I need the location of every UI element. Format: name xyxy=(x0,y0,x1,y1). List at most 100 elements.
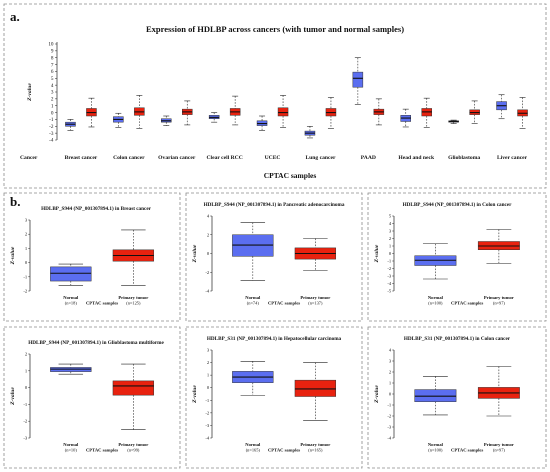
chart-b6: HDLBP_S31 (NP_001307894.1) in Colon canc… xyxy=(374,335,520,453)
chart-b3-group-count: (n=97) xyxy=(493,301,506,306)
chart-b3-y-tick-label: -5 xyxy=(387,289,392,294)
chart-b3: HDLBP_S944 (NP_001307894.1) in Colon can… xyxy=(374,201,520,306)
chart-b5-y-tick-label: -2 xyxy=(205,410,210,415)
chart-b3-y-tick-label: 1 xyxy=(389,244,392,249)
chart-b1-y-tick-label: 2 xyxy=(25,232,28,237)
chart-a-normal-6-box xyxy=(352,71,364,88)
chart-b6-y-tick-label: 4 xyxy=(389,348,392,353)
chart-b6-y-tick-label: -4 xyxy=(387,436,392,441)
chart-a-y-tick-label: -2 xyxy=(49,124,54,130)
chart-b3-group-label: Primary tumor xyxy=(484,295,514,300)
chart-a-y-tick-label: -4 xyxy=(49,138,54,144)
chart-b5-title: HDLBP_S31 (NP_001307894.1) in Hepatocell… xyxy=(207,335,342,342)
panel-b1-frame xyxy=(3,192,181,322)
chart-b4-y-tick-label: -3 xyxy=(23,436,28,441)
chart-b6-y-tick-label: -3 xyxy=(387,425,392,430)
chart-b1-x-axis-label: CPTAC samples xyxy=(86,301,118,306)
chart-a-y-tick-label: 3 xyxy=(51,90,54,96)
chart-b4-y-axis-label: Z-value xyxy=(10,387,16,406)
chart-b2-group-label: Normal xyxy=(245,295,261,300)
chart-b6-y-tick-label: -2 xyxy=(387,414,392,419)
chart-b6-x-axis-label: CPTAC samples xyxy=(451,448,483,453)
chart-a-y-tick-label: 7 xyxy=(51,62,54,68)
chart-b4-tumor-box xyxy=(112,380,155,396)
chart-b6-group-count: (n=100) xyxy=(428,448,443,453)
chart-b6-normal-box xyxy=(414,389,457,402)
chart-b6-y-axis-label: Z-value xyxy=(374,385,380,404)
chart-b3-group-label: Normal xyxy=(428,295,444,300)
chart-b4-y-tick-label: -2 xyxy=(23,419,28,424)
chart-b6-group-label: Normal xyxy=(428,442,444,447)
panel-b2-frame xyxy=(185,192,363,322)
chart-b6-title: HDLBP_S31 (NP_001307894.1) in Colon canc… xyxy=(404,335,511,342)
panel-b3-frame xyxy=(367,192,547,322)
chart-b1-y-tick-label: 1 xyxy=(25,246,28,251)
panel-b6-frame xyxy=(367,326,547,469)
chart-a-y-tick-label: 5 xyxy=(51,76,54,82)
chart-a-y-tick-label: -1 xyxy=(49,117,54,123)
chart-b5-y-tick-label: -1 xyxy=(205,398,210,403)
chart-b2-group-label: Primary tumor xyxy=(300,295,330,300)
chart-b3-y-tick-label: 0 xyxy=(389,251,392,256)
chart-a-y-axis-label: Z-value xyxy=(27,83,33,102)
chart-b1-group-count: (n=125) xyxy=(126,301,141,306)
chart-b5-y-tick-label: 1 xyxy=(207,373,210,378)
chart-b3-y-tick-label: 5 xyxy=(389,214,392,219)
chart-b5-group-label: Primary tumor xyxy=(300,442,330,447)
chart-b6-y-tick-label: 2 xyxy=(389,370,392,375)
chart-a-category-label: Lung cancer xyxy=(305,155,336,161)
chart-b1-y-tick-label: -1 xyxy=(23,274,28,279)
chart-a-category-label: Glioblastoma xyxy=(448,155,480,161)
chart-b5-y-axis-label: Z-value xyxy=(192,385,198,404)
chart-b1-y-tick-label: 3 xyxy=(25,218,28,223)
chart-a-category-label: Liver cancer xyxy=(497,155,528,161)
chart-b5-x-axis-label: CPTAC samples xyxy=(268,448,300,453)
chart-b4-x-axis-label: CPTAC samples xyxy=(86,448,118,453)
chart-b2-y-tick-label: -2 xyxy=(205,270,210,275)
chart-b6-y-tick-label: -1 xyxy=(387,403,392,408)
chart-b4-title: HDLBP_S944 (NP_001307894.1) in Glioblast… xyxy=(28,339,164,346)
chart-b3-y-tick-label: 3 xyxy=(389,229,392,234)
panel-b4-frame xyxy=(3,326,181,469)
panel-b-label: b. xyxy=(10,194,20,209)
chart-b6-y-tick-label: 1 xyxy=(389,381,392,386)
chart-a-y-tick-label: 6 xyxy=(51,69,54,75)
chart-a-y-tick-label: -3 xyxy=(49,131,54,137)
chart-b2-y-tick-label: -4 xyxy=(205,289,210,294)
chart-b1-title: HDLBP_S944 (NP_001307894.1) in Breast ca… xyxy=(41,205,152,212)
chart-b6-group-label: Primary tumor xyxy=(484,442,514,447)
chart-a-category-label: Ovarian cancer xyxy=(158,155,196,161)
chart-b1-y-axis-label: Z-value xyxy=(10,246,16,265)
chart-b1-group-count: (n=18) xyxy=(65,301,78,306)
chart-b3-x-axis-label: CPTAC samples xyxy=(451,301,483,306)
chart-b3-y-tick-label: 2 xyxy=(389,236,392,241)
chart-b5-y-tick-label: -4 xyxy=(205,436,210,441)
chart-b5-group-label: Normal xyxy=(245,442,261,447)
chart-a-category-label: UCEC xyxy=(265,155,281,161)
chart-b3-title: HDLBP_S944 (NP_001307894.1) in Colon can… xyxy=(403,201,512,208)
chart-a-title: Expression of HDLBP across cancers (with… xyxy=(146,24,404,34)
chart-b4-group-label: Normal xyxy=(63,442,79,447)
chart-b2-y-tick-label: 0 xyxy=(207,251,210,256)
chart-b5-group-count: (n=165) xyxy=(246,448,261,453)
chart-b4-y-tick-label: 1 xyxy=(25,368,28,373)
chart-b3-y-axis-label: Z-value xyxy=(374,244,380,263)
chart-b5-y-tick-label: -3 xyxy=(205,423,210,428)
chart-b2-title: HDLBP_S944 (NP_001307894.1) in Pancreati… xyxy=(204,201,345,208)
chart-b4-y-tick-label: 2 xyxy=(25,352,28,357)
chart-b3-y-tick-label: -4 xyxy=(387,281,392,286)
chart-b1: HDLBP_S944 (NP_001307894.1) in Breast ca… xyxy=(10,205,155,306)
chart-a-y-tick-label: 2 xyxy=(51,97,54,103)
panel-b5-frame xyxy=(185,326,363,469)
chart-a-y-tick-label: 9 xyxy=(51,49,54,55)
chart-a-y-tick-label: 10 xyxy=(48,42,54,48)
chart-b2-y-tick-label: 2 xyxy=(207,232,210,237)
chart-b2-group-count: (n=137) xyxy=(308,301,323,306)
chart-b1-group-label: Primary tumor xyxy=(118,295,148,300)
chart-b3-y-tick-label: 4 xyxy=(389,221,392,226)
chart-b2-group-count: (n=74) xyxy=(247,301,260,306)
chart-b1-normal-box xyxy=(50,266,92,282)
chart-b6-group-count: (n=97) xyxy=(493,448,506,453)
chart-b4-group-label: Primary tumor xyxy=(118,442,148,447)
chart-b4-y-tick-label: 0 xyxy=(25,385,28,390)
